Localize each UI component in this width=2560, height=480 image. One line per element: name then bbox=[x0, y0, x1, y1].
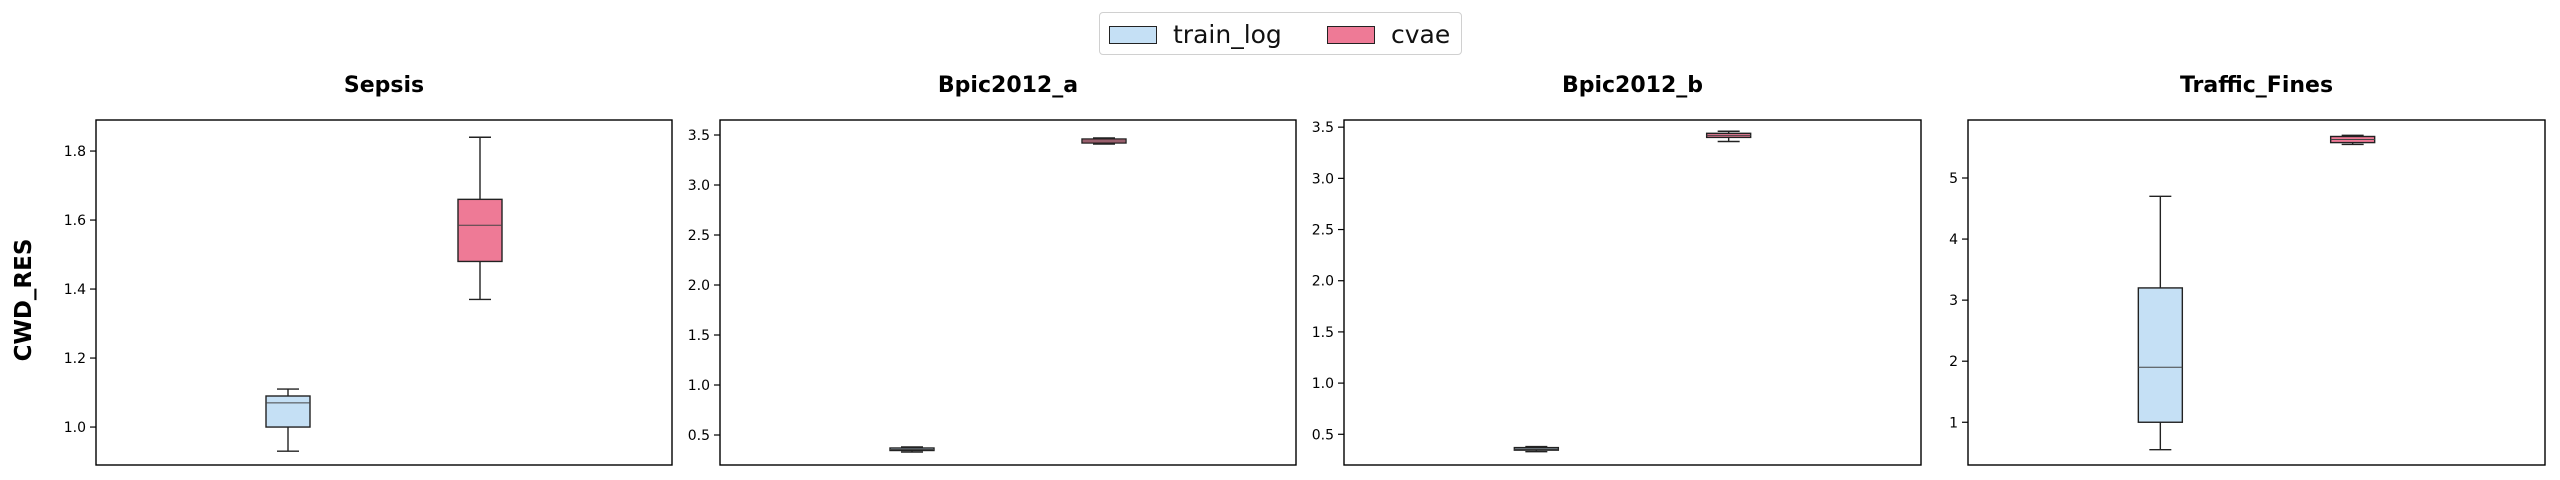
y-tick-label-traffic-fines: 4 bbox=[1949, 232, 1958, 248]
legend-item-train-log: train_log bbox=[1109, 22, 1282, 48]
y-tick-label-traffic-fines: 3 bbox=[1949, 293, 1958, 309]
panel-frame-sepsis bbox=[95, 119, 673, 466]
y-tick-label-bpic2012-a: 1.5 bbox=[688, 328, 710, 344]
legend-swatch-train-log bbox=[1109, 26, 1157, 44]
box-sepsis-cvae bbox=[457, 198, 503, 263]
y-tick-label-bpic2012-b: 2.5 bbox=[1312, 223, 1334, 239]
y-tick-label-bpic2012-b: 2.0 bbox=[1312, 274, 1334, 290]
y-tick-label-traffic-fines: 1 bbox=[1949, 415, 1958, 431]
legend-label-train-log: train_log bbox=[1173, 20, 1282, 49]
panel-frame-bpic2012-b bbox=[1343, 119, 1922, 466]
legend-item-cvae: cvae bbox=[1327, 22, 1450, 48]
panel-title-bpic2012-b: Bpic2012_b bbox=[1562, 73, 1703, 98]
panel-frame-traffic-fines bbox=[1967, 119, 2546, 466]
legend-label-cvae: cvae bbox=[1391, 20, 1451, 49]
y-tick-label-traffic-fines: 5 bbox=[1949, 171, 1958, 187]
y-tick-label-bpic2012-a: 2.0 bbox=[688, 278, 710, 294]
y-tick-label-bpic2012-a: 2.5 bbox=[688, 228, 710, 244]
y-tick-label-sepsis: 1.0 bbox=[64, 420, 86, 436]
y-tick-label-bpic2012-b: 1.0 bbox=[1312, 376, 1334, 392]
y-tick-label-traffic-fines: 2 bbox=[1949, 354, 1958, 370]
y-tick-label-bpic2012-b: 3.0 bbox=[1312, 171, 1334, 187]
box-sepsis-train-log bbox=[265, 395, 311, 428]
y-tick-label-bpic2012-a: 3.5 bbox=[688, 128, 710, 144]
y-tick-label-bpic2012-b: 3.5 bbox=[1312, 120, 1334, 136]
panel-title-bpic2012-a: Bpic2012_a bbox=[938, 73, 1078, 98]
panel-frame-bpic2012-a bbox=[719, 119, 1297, 466]
y-tick-label-bpic2012-a: 3.0 bbox=[688, 178, 710, 194]
panel-title-traffic-fines: Traffic_Fines bbox=[2180, 73, 2333, 98]
y-tick-label-bpic2012-a: 0.5 bbox=[688, 428, 710, 444]
y-tick-label-bpic2012-a: 1.0 bbox=[688, 378, 710, 394]
legend: train_log cvae bbox=[1099, 12, 1462, 55]
y-tick-label-sepsis: 1.4 bbox=[64, 282, 86, 298]
y-tick-label-sepsis: 1.8 bbox=[64, 144, 86, 160]
y-tick-label-bpic2012-b: 0.5 bbox=[1312, 427, 1334, 443]
box-traffic-fines-train-log bbox=[2137, 287, 2184, 423]
legend-swatch-cvae bbox=[1327, 26, 1375, 44]
y-tick-label-sepsis: 1.6 bbox=[64, 213, 86, 229]
y-tick-label-bpic2012-b: 1.5 bbox=[1312, 325, 1334, 341]
panel-title-sepsis: Sepsis bbox=[344, 73, 424, 98]
y-tick-label-sepsis: 1.2 bbox=[64, 351, 86, 367]
